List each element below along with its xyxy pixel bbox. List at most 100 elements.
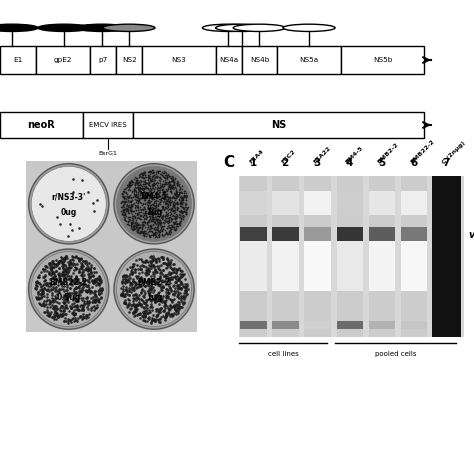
Point [134, 211, 141, 219]
Point [159, 267, 167, 274]
Point [136, 172, 143, 179]
Point [33, 294, 40, 302]
Point [149, 195, 156, 202]
Point [95, 275, 103, 283]
Point [147, 210, 155, 218]
Point [128, 279, 135, 286]
Point [171, 260, 178, 268]
Point [173, 199, 181, 206]
Point [151, 189, 158, 197]
Point [128, 270, 136, 278]
Point [58, 269, 65, 277]
Point [166, 183, 173, 191]
Point [127, 218, 135, 226]
Point [48, 264, 56, 272]
Point [174, 304, 182, 311]
Point [140, 178, 147, 185]
Point [139, 188, 146, 196]
Point [167, 286, 175, 294]
Point [120, 189, 128, 196]
Point [141, 282, 148, 290]
Point [133, 281, 140, 288]
Point [131, 308, 139, 315]
Point [177, 304, 184, 311]
Point [158, 181, 165, 188]
Point [133, 283, 141, 291]
Point [158, 171, 166, 178]
Point [47, 265, 55, 273]
Point [144, 200, 151, 208]
Point [172, 275, 179, 283]
Point [172, 213, 180, 220]
Point [127, 207, 134, 214]
Point [155, 316, 162, 323]
Point [151, 317, 159, 325]
Point [67, 259, 74, 266]
Point [69, 175, 76, 183]
Point [124, 181, 131, 189]
Point [154, 224, 161, 231]
Point [141, 209, 148, 216]
Point [77, 306, 85, 314]
Point [155, 221, 162, 228]
Point [40, 309, 48, 316]
Point [133, 262, 141, 269]
Point [126, 263, 133, 271]
Point [55, 260, 63, 267]
Point [179, 294, 187, 302]
Point [127, 207, 135, 214]
Point [155, 282, 163, 289]
Point [178, 193, 186, 201]
Point [143, 230, 150, 238]
Point [173, 191, 181, 198]
Point [149, 193, 156, 201]
Point [152, 259, 160, 266]
Point [155, 305, 163, 312]
Point [126, 182, 134, 190]
Point [140, 317, 147, 324]
Point [129, 269, 137, 276]
Point [91, 208, 98, 215]
Point [48, 289, 56, 297]
Point [168, 174, 176, 182]
Point [141, 313, 148, 320]
Point [162, 204, 169, 212]
Point [80, 277, 87, 284]
Point [47, 285, 55, 292]
Point [138, 173, 146, 181]
Point [182, 284, 190, 292]
Point [139, 258, 147, 266]
Point [175, 207, 183, 214]
Point [148, 169, 155, 177]
Point [70, 277, 77, 285]
Point [166, 194, 173, 202]
Point [155, 281, 162, 289]
Point [69, 314, 77, 322]
Point [150, 209, 157, 217]
Point [84, 277, 92, 284]
Point [55, 270, 63, 277]
Point [161, 192, 168, 200]
Point [139, 309, 146, 316]
Point [152, 293, 159, 301]
Point [147, 204, 155, 212]
Point [146, 207, 154, 215]
Point [46, 264, 54, 272]
Point [67, 304, 75, 312]
Point [153, 173, 161, 180]
Point [180, 292, 188, 300]
Point [129, 309, 137, 317]
Point [153, 178, 161, 186]
Point [173, 179, 181, 187]
Point [90, 306, 98, 314]
Point [88, 270, 95, 277]
Point [153, 171, 160, 178]
Point [55, 270, 63, 278]
Point [140, 196, 148, 204]
Point [39, 273, 46, 281]
Point [133, 196, 141, 204]
Point [48, 264, 56, 271]
Point [171, 194, 179, 202]
Point [176, 289, 184, 296]
Point [120, 278, 128, 285]
